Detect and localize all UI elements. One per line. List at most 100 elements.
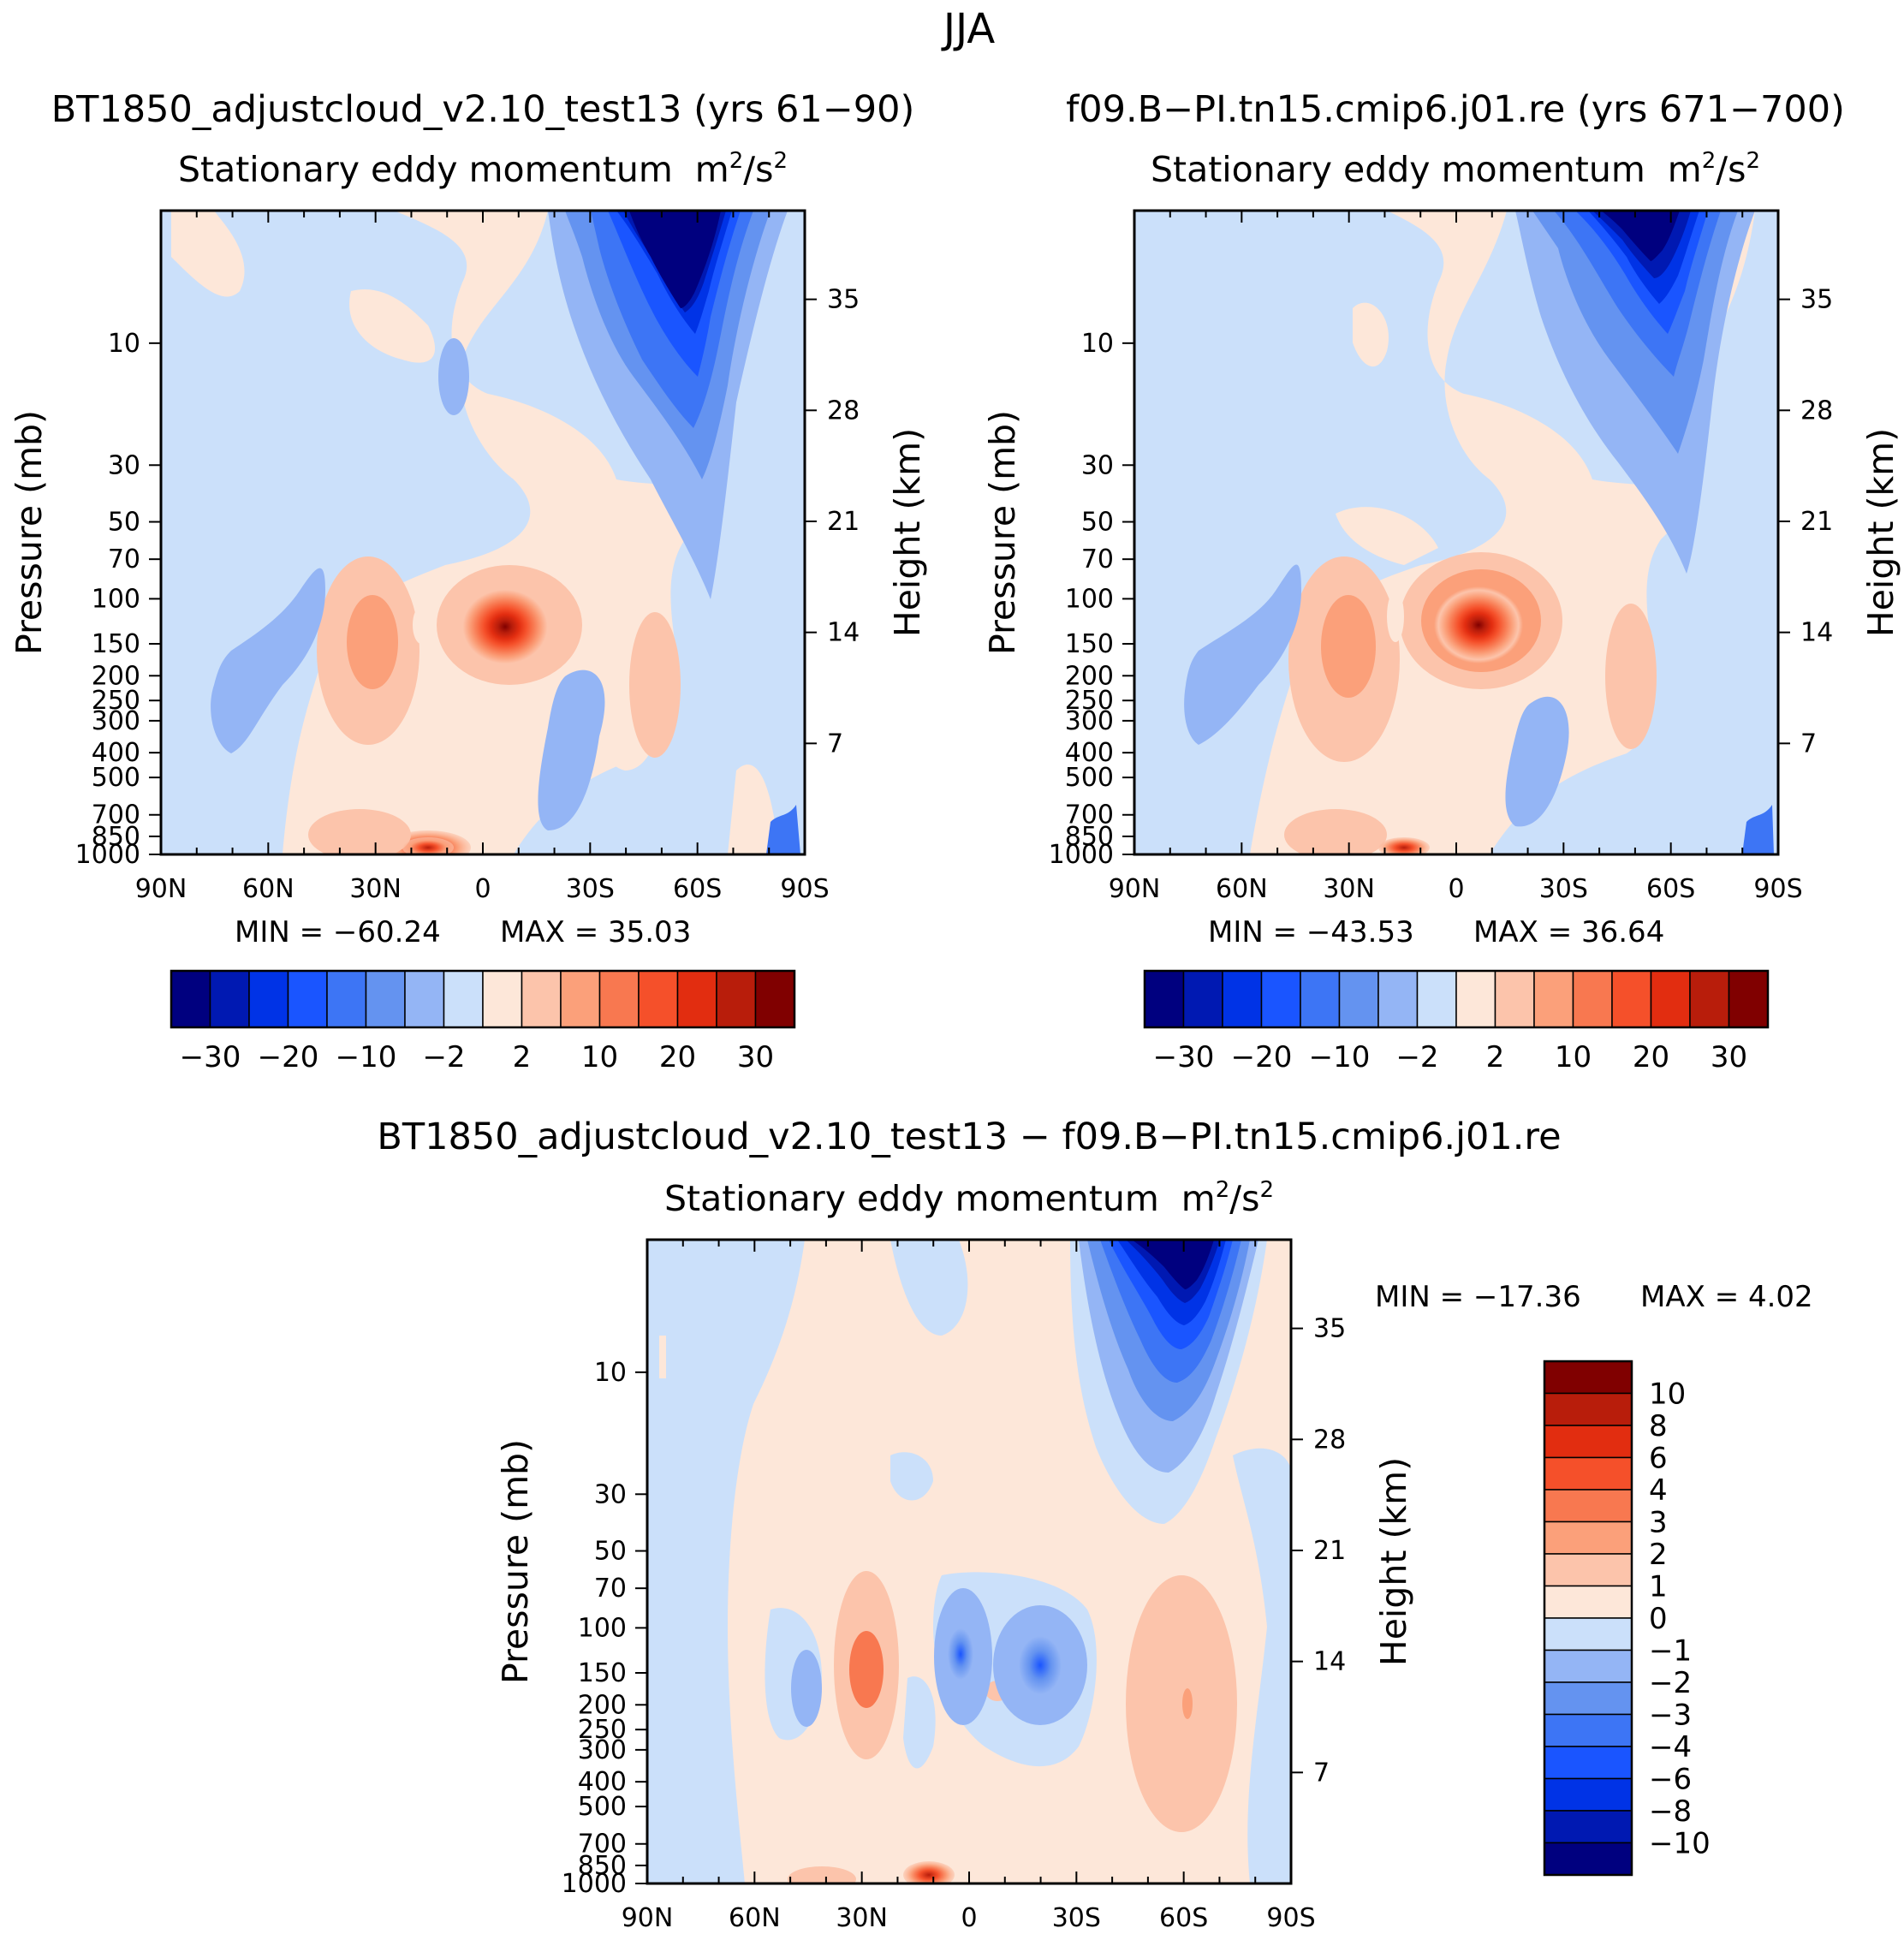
colorbar-box-2-4 xyxy=(1300,970,1341,1028)
panel1-ylabel: Pressure (mb) xyxy=(9,410,50,655)
colorbar-label-1-1: −20 xyxy=(258,1040,319,1074)
panel1-units-exp1: 2 xyxy=(729,148,744,174)
y-tick-label-1-1: 30 xyxy=(108,450,140,480)
x-tick-label-2-1: 60N xyxy=(1216,874,1268,904)
y-tick-label-1-0: 10 xyxy=(108,329,140,359)
panel1-blue-blob-left xyxy=(211,568,325,753)
panel3-streak-2 xyxy=(976,1240,993,1291)
y-tick-label-2-12: 850 xyxy=(1065,822,1114,852)
y-tick-label-2-5: 150 xyxy=(1065,629,1114,659)
y-right-tick-label-1-1: 28 xyxy=(827,396,860,425)
y-tick-label-1-13: 1000 xyxy=(75,840,140,870)
colorbar-label-2-4: 2 xyxy=(1486,1040,1505,1074)
colorbar-label-3-8: −1 xyxy=(1649,1634,1692,1669)
colorbar-frame-3 xyxy=(1543,1360,1633,1877)
colorbar-box-3-2 xyxy=(1544,1425,1633,1459)
panel3-blue-blob-eq-core xyxy=(948,1628,973,1680)
panel2-positive-region-b xyxy=(1353,302,1389,367)
panel1-units: m xyxy=(695,149,729,190)
colorbar-box-3-4 xyxy=(1544,1489,1633,1523)
panel2-blue-blob-mid xyxy=(1505,696,1569,827)
panel2-variable-name: Stationary eddy momentum xyxy=(1151,149,1645,190)
y-right-tick-label-2-0: 35 xyxy=(1800,285,1833,315)
panel3-units-exp2: 2 xyxy=(1259,1177,1274,1203)
colorbar-box-1-6 xyxy=(404,970,445,1028)
panel1-red-jet xyxy=(458,586,552,668)
y-right-tick-label-3-4: 7 xyxy=(1313,1758,1330,1788)
colorbar-box-1-11 xyxy=(598,970,640,1028)
panel2-case-title: f09.B−PI.tn15.cmip6.j01.re (yrs 671−700) xyxy=(1066,88,1845,131)
colorbar-label-2-7: 30 xyxy=(1711,1040,1747,1074)
y-tick-label-3-13: 1000 xyxy=(562,1869,627,1899)
x-tick-label-2-0: 90N xyxy=(1109,874,1161,904)
colorbar-box-3-1 xyxy=(1544,1392,1633,1426)
y-tick-label-3-6: 200 xyxy=(578,1690,627,1720)
x-tick-label-3-1: 60N xyxy=(729,1903,781,1933)
panel1-red-surface-blob-core xyxy=(402,837,454,854)
y-tick-label-2-6: 200 xyxy=(1065,661,1114,691)
y-tick-label-3-11: 700 xyxy=(578,1830,627,1860)
y-right-tick-label-3-1: 28 xyxy=(1313,1425,1346,1455)
colorbar-box-3-10 xyxy=(1544,1681,1633,1716)
panel1-min-text: MIN = −60.24 xyxy=(235,915,441,949)
panel3-units-exp1: 2 xyxy=(1216,1177,1230,1203)
colorbar-label-1-3: −2 xyxy=(422,1040,465,1074)
panel3-blue-blob-20s-core xyxy=(1019,1636,1062,1694)
y-tick-label-3-4: 100 xyxy=(578,1613,627,1643)
y-tick-label-2-11: 700 xyxy=(1065,800,1114,830)
panel1-contour-field xyxy=(161,211,805,854)
x-tick-label-2-2: 30N xyxy=(1323,874,1375,904)
y-right-tick-label-2-1: 28 xyxy=(1800,396,1833,425)
panel3: Stationary eddy momentum m2/s2 xyxy=(495,1177,1813,1933)
y-tick-label-2-2: 50 xyxy=(1081,508,1114,538)
y-tick-label-2-13: 1000 xyxy=(1049,840,1114,870)
panel3-case-title: BT1850_adjustcloud_v2.10_test13 − f09.B−… xyxy=(377,1116,1561,1158)
panel3-units: m xyxy=(1181,1178,1216,1219)
x-tick-label-3-2: 30N xyxy=(836,1903,888,1933)
panel2-contour-field xyxy=(1134,211,1778,854)
x-tick-label-1-3: 0 xyxy=(474,874,491,904)
panel2-red-jet xyxy=(1434,586,1523,664)
x-tick-label-3-6: 90S xyxy=(1266,1903,1315,1933)
colorbar-box-2-15 xyxy=(1728,970,1769,1028)
panel2-blue-blob-left xyxy=(1184,564,1301,745)
y-right-tick-label-2-3: 14 xyxy=(1800,618,1833,648)
panel3-variable-name: Stationary eddy momentum xyxy=(664,1178,1159,1219)
y-right-tick-label-1-3: 14 xyxy=(827,618,860,648)
colorbar-label-3-1: 8 xyxy=(1649,1409,1668,1443)
colorbar-label-2-1: −20 xyxy=(1231,1040,1293,1074)
panel1-positive-region-f xyxy=(728,765,779,854)
colorbar-label-2-5: 10 xyxy=(1555,1040,1592,1074)
panel3-neg-region-top xyxy=(890,1240,968,1336)
colorbar-label-3-11: −4 xyxy=(1649,1730,1692,1764)
y-tick-label-1-5: 150 xyxy=(92,629,140,659)
colorbar-box-2-11 xyxy=(1572,970,1613,1028)
panel3-max-text: MAX = 4.02 xyxy=(1640,1280,1813,1314)
panel3-salmon-blob-60s-core xyxy=(1182,1688,1193,1719)
y-tick-label-2-1: 30 xyxy=(1081,450,1114,480)
y-right-tick-label-2-2: 21 xyxy=(1800,507,1833,537)
colorbar-label-3-7: 0 xyxy=(1649,1602,1668,1636)
colorbar-label-3-12: −6 xyxy=(1649,1763,1692,1797)
colorbar-box-2-3 xyxy=(1260,970,1301,1028)
panel3-ylabel-right: Height (km) xyxy=(1373,1457,1414,1666)
panel2-white-hole xyxy=(1387,591,1404,642)
colorbar-label-2-2: −10 xyxy=(1309,1040,1371,1074)
y-tick-label-1-7: 250 xyxy=(92,686,140,716)
x-tick-label-1-2: 30N xyxy=(349,874,402,904)
colorbar-box-2-7 xyxy=(1416,970,1457,1028)
colorbar-box-3-7 xyxy=(1544,1585,1633,1619)
panel3-blue-blob-40n xyxy=(791,1650,822,1727)
y-tick-label-2-10: 500 xyxy=(1065,763,1114,793)
panel3-neg-region-right xyxy=(1233,1448,1291,1883)
y-right-tick-label-2-4: 7 xyxy=(1800,729,1817,759)
panel3-streak-1 xyxy=(659,1336,666,1378)
x-tick-label-1-0: 90N xyxy=(135,874,187,904)
colorbar-box-3-8 xyxy=(1544,1617,1633,1651)
y-right-tick-label-1-4: 7 xyxy=(827,729,843,759)
colorbar-box-3-13 xyxy=(1544,1777,1633,1812)
colorbar-box-1-5 xyxy=(365,970,406,1028)
colorbar-label-3-14: −10 xyxy=(1649,1827,1711,1861)
panel3-neg-region-blue-pocket xyxy=(903,1676,936,1769)
y-tick-label-3-12: 850 xyxy=(578,1851,627,1881)
